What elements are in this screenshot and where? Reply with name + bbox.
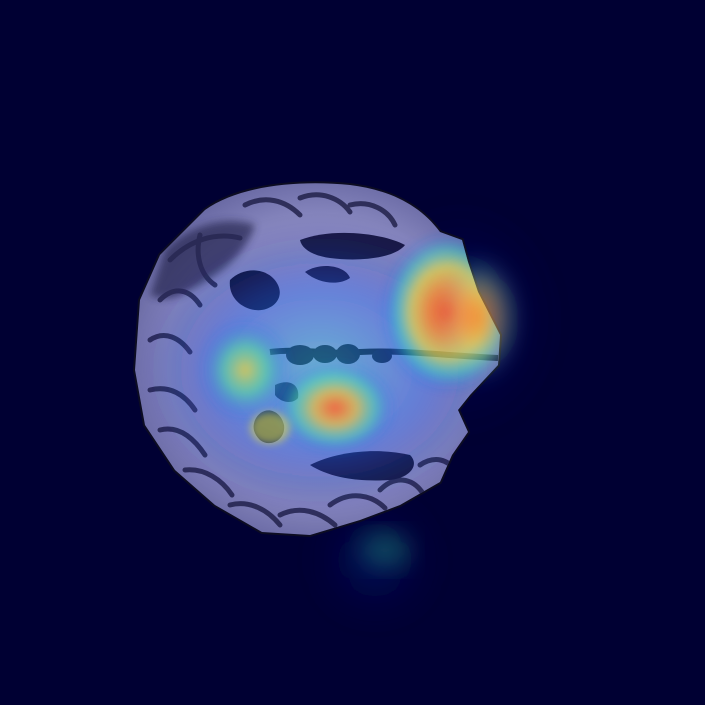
heat-region-frontal-edge [440, 258, 516, 378]
heat-spot-lower [360, 532, 410, 568]
heat-region-central [273, 360, 397, 456]
heat-region-left [197, 318, 293, 422]
